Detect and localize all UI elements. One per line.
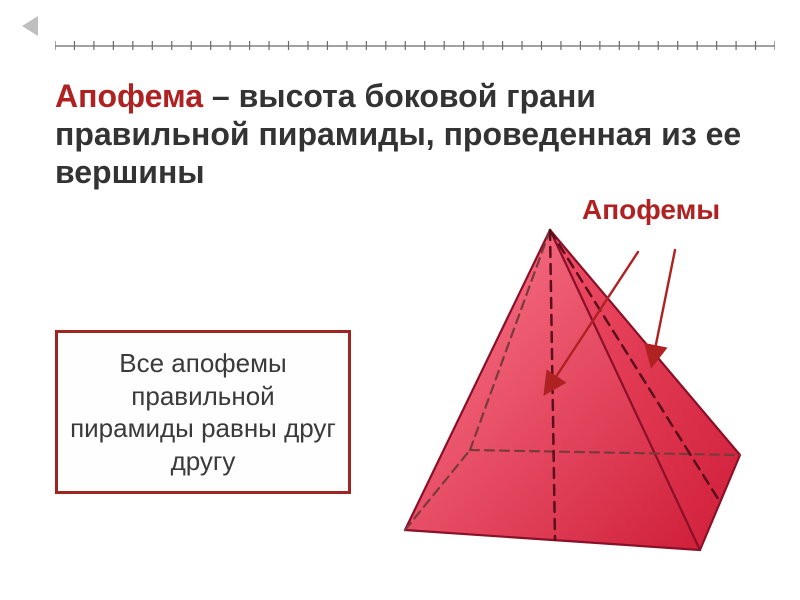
back-triangle-icon [22, 16, 38, 36]
pyramid-diagram [340, 220, 770, 580]
ruler-decoration [55, 36, 775, 50]
note-box: Все апофемы правильной пирамиды равны др… [55, 330, 351, 494]
heading: Апофема – высота боковой грани правильно… [55, 78, 745, 191]
heading-term: Апофема [55, 78, 203, 114]
note-box-text: Все апофемы правильной пирамиды равны др… [70, 348, 336, 476]
